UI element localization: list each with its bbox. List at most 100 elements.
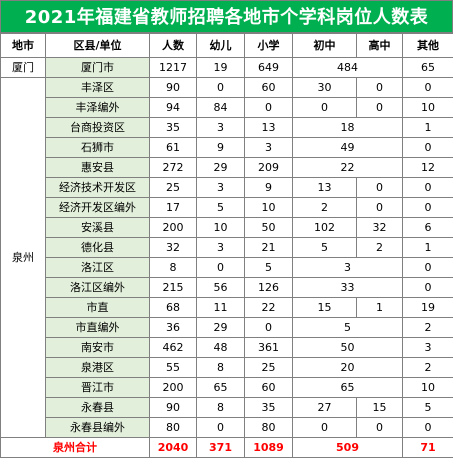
total-cell: 200 — [150, 378, 197, 398]
high-cell: 0 — [357, 418, 403, 438]
kinder-cell: 84 — [197, 98, 245, 118]
high-cell: 0 — [357, 198, 403, 218]
total-cell: 94 — [150, 98, 197, 118]
kinder-cell: 10 — [197, 218, 245, 238]
secondary-merged-cell: 22 — [293, 158, 403, 178]
kinder-cell: 48 — [197, 338, 245, 358]
city-cell: 泉州 — [1, 78, 46, 438]
total-cell: 68 — [150, 298, 197, 318]
unit-cell: 经济开发区编外 — [46, 198, 150, 218]
kinder-cell: 0 — [197, 258, 245, 278]
kinder-cell: 5 — [197, 198, 245, 218]
other-cell: 0 — [403, 138, 453, 158]
unit-cell: 德化县 — [46, 238, 150, 258]
total-cell: 17 — [150, 198, 197, 218]
primary-cell: 209 — [245, 158, 293, 178]
middle-cell: 0 — [293, 98, 357, 118]
total-cell: 32 — [150, 238, 197, 258]
table-row: 厦门 厦门市 1217 19 649 484 65 — [1, 58, 453, 78]
middle-cell: 13 — [293, 178, 357, 198]
kinder-cell: 3 — [197, 238, 245, 258]
total-cell: 462 — [150, 338, 197, 358]
total-cell: 55 — [150, 358, 197, 378]
unit-cell: 永春县编外 — [46, 418, 150, 438]
recruitment-table: 地市 区县/单位 人数 幼儿 小学 初中 高中 其他 厦门 厦门市 1217 1… — [0, 33, 453, 458]
primary-cell: 50 — [245, 218, 293, 238]
other-cell: 6 — [403, 218, 453, 238]
secondary-merged-cell: 65 — [293, 378, 403, 398]
total-cell: 1217 — [150, 58, 197, 78]
total-cell: 80 — [150, 418, 197, 438]
unit-cell: 石狮市 — [46, 138, 150, 158]
unit-cell: 南安市 — [46, 338, 150, 358]
city-cell: 厦门 — [1, 58, 46, 78]
primary-cell: 35 — [245, 398, 293, 418]
primary-cell: 13 — [245, 118, 293, 138]
primary-cell: 361 — [245, 338, 293, 358]
total-cell: 25 — [150, 178, 197, 198]
other-cell: 5 — [403, 398, 453, 418]
secondary-merged-cell: 18 — [293, 118, 403, 138]
other-cell: 0 — [403, 178, 453, 198]
total-cell: 200 — [150, 218, 197, 238]
sum-primary: 1089 — [245, 438, 293, 458]
other-cell: 10 — [403, 98, 453, 118]
unit-cell: 晋江市 — [46, 378, 150, 398]
other-cell: 12 — [403, 158, 453, 178]
middle-cell: 5 — [293, 238, 357, 258]
primary-cell: 60 — [245, 78, 293, 98]
secondary-merged-cell: 50 — [293, 338, 403, 358]
primary-cell: 126 — [245, 278, 293, 298]
high-cell: 2 — [357, 238, 403, 258]
primary-cell: 3 — [245, 138, 293, 158]
unit-cell: 市直编外 — [46, 318, 150, 338]
primary-cell: 10 — [245, 198, 293, 218]
primary-cell: 0 — [245, 318, 293, 338]
primary-cell: 60 — [245, 378, 293, 398]
unit-cell: 丰泽编外 — [46, 98, 150, 118]
other-cell: 65 — [403, 58, 453, 78]
middle-cell: 0 — [293, 418, 357, 438]
high-cell: 32 — [357, 218, 403, 238]
kinder-cell: 0 — [197, 418, 245, 438]
kinder-cell: 11 — [197, 298, 245, 318]
primary-cell: 80 — [245, 418, 293, 438]
total-cell: 61 — [150, 138, 197, 158]
kinder-cell: 8 — [197, 358, 245, 378]
header-other: 其他 — [403, 34, 453, 58]
sum-other: 71 — [403, 438, 453, 458]
kinder-cell: 8 — [197, 398, 245, 418]
primary-cell: 25 — [245, 358, 293, 378]
high-cell: 15 — [357, 398, 403, 418]
header-unit: 区县/单位 — [46, 34, 150, 58]
kinder-cell: 29 — [197, 158, 245, 178]
primary-cell: 649 — [245, 58, 293, 78]
other-cell: 1 — [403, 238, 453, 258]
unit-cell: 市直 — [46, 298, 150, 318]
middle-cell: 27 — [293, 398, 357, 418]
other-cell: 0 — [403, 418, 453, 438]
middle-cell: 102 — [293, 218, 357, 238]
middle-cell: 2 — [293, 198, 357, 218]
primary-cell: 22 — [245, 298, 293, 318]
unit-cell: 丰泽区 — [46, 78, 150, 98]
header-primary: 小学 — [245, 34, 293, 58]
header-total: 人数 — [150, 34, 197, 58]
kinder-cell: 9 — [197, 138, 245, 158]
total-cell: 36 — [150, 318, 197, 338]
kinder-cell: 3 — [197, 118, 245, 138]
unit-cell: 洛江区 — [46, 258, 150, 278]
unit-cell: 厦门市 — [46, 58, 150, 78]
other-cell: 0 — [403, 198, 453, 218]
total-cell: 90 — [150, 78, 197, 98]
